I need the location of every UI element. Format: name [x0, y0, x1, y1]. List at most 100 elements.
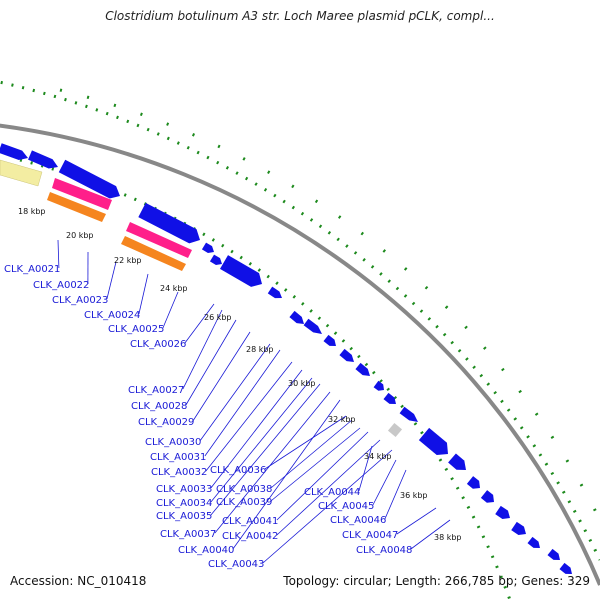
cds-arrow	[355, 362, 370, 376]
tick-label: 30 kbp	[288, 379, 316, 388]
leader-line	[106, 261, 117, 300]
cds-arrow	[559, 562, 572, 574]
leader-line	[57, 239, 60, 269]
leader-line	[276, 439, 381, 536]
leader-line	[276, 431, 369, 521]
leader-line	[192, 331, 251, 422]
gene-label: CLK_A0032	[151, 467, 207, 478]
tick-label: 28 kbp	[246, 345, 274, 354]
cds-arrow	[201, 242, 214, 254]
cds-arrow	[373, 380, 384, 391]
gene-label: CLK_A0031	[150, 452, 206, 463]
cds-arrow	[511, 521, 526, 535]
leader-line	[182, 309, 223, 390]
leader-line	[210, 369, 303, 489]
leader-line	[214, 391, 331, 534]
leader-line	[199, 343, 271, 442]
misc-feature-blocks	[0, 159, 403, 438]
gene-label: CLK_A0039	[216, 497, 272, 508]
cds-arrow	[28, 150, 58, 169]
leader-line	[270, 427, 361, 502]
gene-label: CLK_A0044	[304, 487, 360, 498]
gene-label: CLK_A0023	[52, 295, 108, 306]
cds-arrow	[448, 453, 466, 470]
tick-label: 38 kbp	[434, 533, 462, 542]
gene-label: CLK_A0046	[330, 515, 386, 526]
gene-label: CLK_A0022	[33, 280, 89, 291]
gene-label: CLK_A0035	[156, 511, 212, 522]
label-leader-lines	[57, 239, 451, 564]
gene-label: CLK_A0045	[318, 501, 374, 512]
cds-arrow	[267, 286, 282, 299]
gene-label: CLK_A0027	[128, 385, 184, 396]
leader-line	[358, 445, 373, 492]
leader-line	[204, 349, 281, 457]
cds-arrow	[547, 548, 560, 560]
gene-label: CLK_A0021	[4, 264, 60, 275]
cds-arrow	[303, 318, 322, 334]
gene-label: CLK_A0029	[138, 417, 194, 428]
gene-label: CLK_A0043	[208, 559, 264, 570]
cds-arrow	[0, 143, 28, 161]
cds-arrow	[383, 392, 396, 404]
leader-line	[184, 303, 215, 344]
cds-arrow	[289, 310, 304, 324]
cds-arrow	[418, 427, 448, 456]
cds-arrow	[527, 536, 540, 548]
map-title: Clostridium botulinum A3 str. Loch Maree…	[105, 9, 495, 23]
plasmid-backbone	[0, 123, 600, 586]
tick-label: 24 kbp	[160, 284, 188, 293]
tick-label: 20 kbp	[66, 231, 94, 240]
leader-line	[205, 361, 293, 472]
cds-arrow	[466, 476, 480, 489]
leader-line	[410, 519, 451, 550]
leader-line	[210, 383, 321, 516]
gene-label: CLK_A0030	[145, 437, 201, 448]
cds-arrow	[219, 255, 262, 287]
gene-label: CLK_A0041	[222, 516, 278, 527]
tick-label: 22 kbp	[114, 256, 142, 265]
gene-labels: CLK_A0021 CLK_A0022 CLK_A0023 CLK_A0024 CLK_…	[4, 264, 412, 570]
cds-arrow	[399, 406, 418, 422]
gene-label: CLK_A0025	[108, 324, 164, 335]
cds-arrow	[58, 159, 120, 199]
cds-arrow	[138, 202, 200, 244]
gene-label: CLK_A0034	[156, 498, 212, 509]
leader-line	[372, 459, 397, 506]
leader-line	[162, 291, 179, 329]
gene-label: CLK_A0026	[130, 339, 186, 350]
leader-line	[384, 469, 407, 520]
tick-label: 36 kbp	[400, 491, 428, 500]
gene-label: CLK_A0042	[222, 531, 278, 542]
leader-line	[396, 507, 437, 535]
cds-arrows	[0, 143, 572, 574]
topology-summary: Topology: circular; Length: 266,785 bp; …	[283, 574, 590, 588]
gene-label: CLK_A0037	[160, 529, 216, 540]
cds-arrow	[495, 505, 510, 519]
tick-label: 32 kbp	[328, 415, 356, 424]
leader-line	[270, 419, 353, 489]
cds-arrow	[323, 334, 336, 346]
tick-label: 26 kbp	[204, 313, 232, 322]
position-tick-labels: 18 kbp 20 kbp 22 kbp 24 kbp 26 kbp 28 kbp 30 k…	[18, 207, 462, 542]
gene-label: CLK_A0047	[342, 530, 398, 541]
tick-label: 18 kbp	[18, 207, 46, 216]
gene-label: CLK_A0036	[210, 465, 266, 476]
gene-label: CLK_A0028	[131, 401, 187, 412]
gene-label: CLK_A0040	[178, 545, 234, 556]
gene-label: CLK_A0048	[356, 545, 412, 556]
tick-label: 34 kbp	[364, 452, 392, 461]
leader-line	[185, 319, 237, 406]
accession-label: Accession: NC_010418	[10, 574, 147, 588]
cds-arrow	[480, 490, 494, 503]
leader-line	[210, 377, 313, 503]
gene-label: CLK_A0038	[216, 484, 272, 495]
gene-label: CLK_A0024	[84, 310, 140, 321]
leader-line	[138, 273, 149, 315]
cds-arrow	[209, 254, 222, 266]
leader-line	[232, 399, 341, 550]
leader-line	[262, 449, 393, 564]
gene-label: CLK_A0033	[156, 484, 212, 495]
cds-arrow	[339, 348, 354, 362]
